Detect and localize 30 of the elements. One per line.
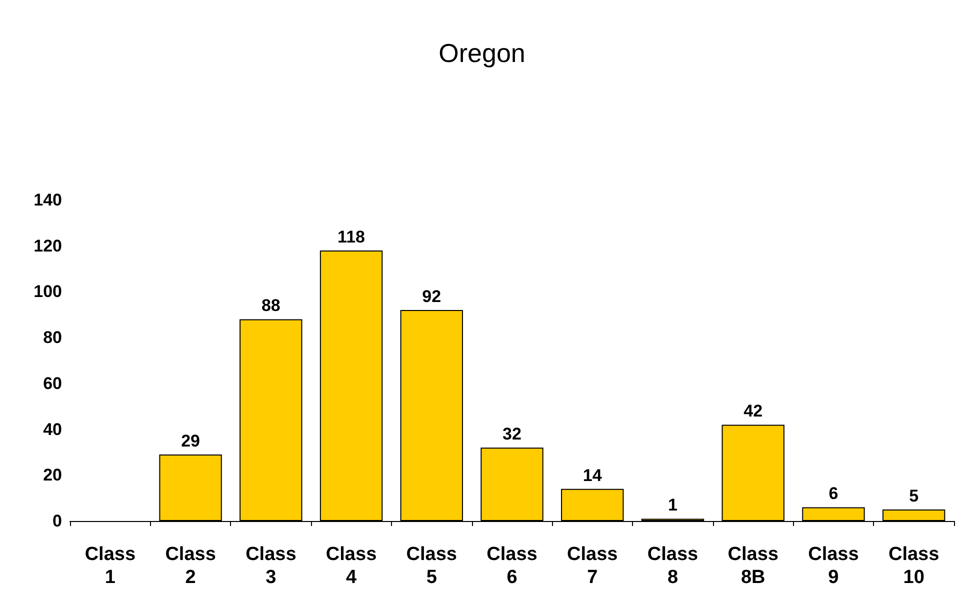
data-label: 32 [502, 424, 522, 444]
y-tick-label: 140 [34, 190, 62, 210]
y-tick-label: 80 [43, 328, 62, 348]
data-label: 1 [668, 496, 678, 515]
data-label: 118 [338, 227, 365, 246]
x-tick-label: Class 6 [486, 544, 538, 588]
x-tick-label: Class 3 [246, 544, 296, 588]
x-tick-label: Class 4 [326, 544, 377, 588]
data-label: 42 [744, 402, 763, 421]
x-tick-label: Class 8B [728, 544, 778, 588]
data-label: 29 [181, 432, 200, 451]
y-tick-label: 40 [43, 420, 62, 439]
y-tick-label: 120 [34, 236, 62, 256]
y-tick-label: 60 [43, 374, 62, 393]
data-label: 6 [828, 484, 838, 504]
x-tick-label: Class 8 [647, 544, 698, 588]
y-tick-label: 100 [34, 282, 62, 302]
x-tick-label: Class 9 [808, 544, 859, 588]
y-tick-label: 0 [52, 512, 62, 530]
x-tick-label: Class 5 [406, 544, 457, 588]
data-label: 88 [261, 296, 280, 316]
chart-title: Oregon [438, 38, 526, 68]
y-tick-label: 20 [43, 466, 62, 485]
x-tick-label: Class 2 [165, 544, 216, 588]
data-label: 5 [909, 486, 919, 506]
x-tick-label: Class 7 [567, 544, 618, 588]
x-tick-label: Class 10 [888, 544, 940, 588]
data-label: 14 [582, 466, 602, 485]
x-tick-label: Class 1 [84, 544, 136, 588]
data-label: 92 [422, 287, 442, 306]
